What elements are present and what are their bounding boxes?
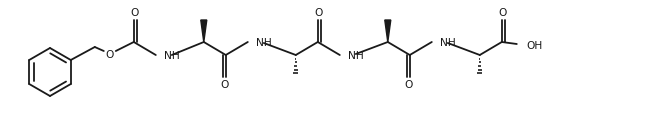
- Text: OH: OH: [526, 41, 543, 51]
- Text: NH: NH: [348, 51, 364, 61]
- Text: O: O: [315, 8, 323, 18]
- Text: NH: NH: [164, 51, 180, 61]
- Polygon shape: [201, 20, 207, 42]
- Text: NH: NH: [440, 38, 455, 48]
- Text: O: O: [130, 8, 139, 18]
- Polygon shape: [385, 20, 391, 42]
- Text: O: O: [220, 80, 229, 90]
- Text: O: O: [404, 80, 413, 90]
- Text: NH: NH: [256, 38, 271, 48]
- Text: O: O: [499, 8, 507, 18]
- Text: O: O: [105, 50, 114, 60]
